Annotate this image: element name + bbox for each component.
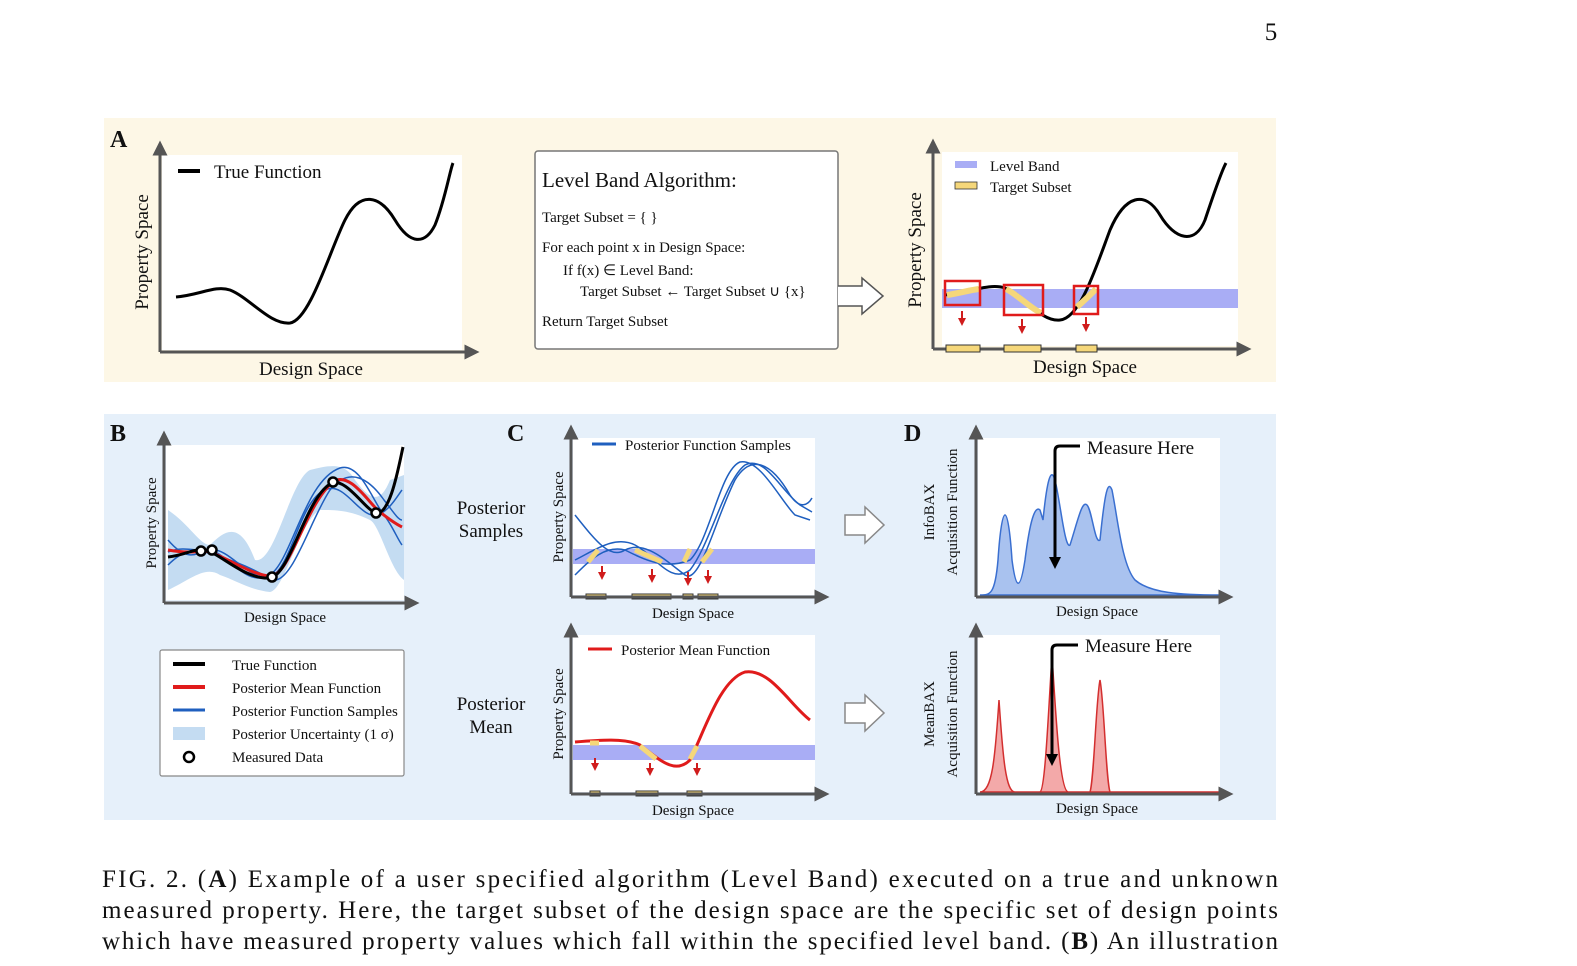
y-label: Property Space bbox=[551, 668, 567, 760]
algorithm-line: Target Subset ← Target Subset ∪ {x} bbox=[580, 284, 806, 300]
acquisition-area bbox=[979, 474, 1221, 596]
legend-text: Level Band bbox=[990, 159, 1060, 175]
legend-text: Target Subset bbox=[990, 180, 1072, 196]
plot-bg bbox=[573, 438, 815, 595]
panel-label: C bbox=[507, 421, 524, 447]
down-arrows bbox=[958, 311, 1090, 334]
y-label: Property Space bbox=[551, 471, 567, 563]
hollow-arrow bbox=[844, 693, 886, 733]
target-segments bbox=[586, 547, 714, 565]
plot-bg bbox=[162, 155, 462, 350]
hollow-arrow bbox=[838, 276, 885, 316]
legend-text: Posterior Mean Function bbox=[232, 681, 382, 697]
page-number: 5 bbox=[1265, 19, 1278, 46]
legend-text: True Function bbox=[214, 162, 322, 183]
y-label: Property Space bbox=[144, 477, 160, 569]
caption: FIG. 2. (A) Example of a user specified … bbox=[102, 866, 1279, 955]
legend-text: Posterior Function Samples bbox=[232, 704, 398, 720]
caption-text: which have measured property values whic… bbox=[102, 928, 1069, 955]
measure-arrow bbox=[1049, 444, 1080, 569]
subset-bars bbox=[945, 344, 1098, 353]
caption-text: B bbox=[1071, 928, 1088, 955]
legend-text: Measured Data bbox=[232, 750, 324, 766]
x-label: Design Space bbox=[652, 803, 734, 819]
caption-text: A bbox=[208, 866, 226, 893]
annotation: Measure Here bbox=[1087, 438, 1194, 459]
algorithm-box bbox=[534, 150, 839, 350]
measure-arrow bbox=[1046, 643, 1078, 766]
row-label: Posterior bbox=[457, 498, 526, 519]
panel-label: A bbox=[110, 127, 128, 153]
row-label: Mean bbox=[469, 717, 513, 738]
caption-text: ) Example of a user specified algorithm … bbox=[229, 866, 1279, 893]
caption-text: ) An illustration bbox=[1090, 928, 1279, 955]
x-label: Design Space bbox=[1033, 357, 1137, 378]
legend-text: Posterior Mean Function bbox=[621, 643, 771, 659]
legend-marker bbox=[182, 750, 196, 764]
panel-label: B bbox=[110, 421, 126, 447]
caption-line: measured property. Here, the target subs… bbox=[102, 897, 1278, 924]
algorithm-line: Target Subset = { } bbox=[542, 210, 658, 226]
legend-swatch bbox=[954, 181, 978, 190]
target-segments bbox=[946, 286, 1099, 316]
row-label: Posterior bbox=[457, 694, 526, 715]
true-function bbox=[944, 162, 1228, 322]
legend-swatch bbox=[173, 727, 205, 740]
highlight-boxes bbox=[943, 279, 1100, 317]
x-label: Design Space bbox=[1056, 801, 1138, 817]
algorithm-line: Return Target Subset bbox=[542, 314, 669, 330]
algorithm-title: Level Band Algorithm: bbox=[542, 168, 737, 192]
target-segments bbox=[590, 740, 700, 761]
plot-bg bbox=[942, 152, 1238, 346]
plot-bg bbox=[573, 635, 815, 792]
legend-text: Posterior Uncertainty (1 σ) bbox=[232, 727, 394, 743]
legend-text: Posterior Function Samples bbox=[625, 438, 791, 454]
x-label: Design Space bbox=[1056, 604, 1138, 620]
x-label: Design Space bbox=[652, 606, 734, 622]
level-band bbox=[573, 549, 815, 564]
true-function bbox=[175, 162, 455, 325]
annotation: Measure Here bbox=[1085, 636, 1192, 657]
caption-line: FIG. 2. (A) Example of a user specified … bbox=[102, 866, 1278, 893]
legend-text: True Function bbox=[232, 658, 317, 674]
algorithm-line: If f(x) ∈ Level Band: bbox=[563, 263, 694, 279]
algorithm-line: For each point x in Design Space: bbox=[542, 240, 745, 256]
y-label: Acquisition Function bbox=[945, 650, 961, 778]
down-arrows bbox=[591, 758, 701, 776]
caption-text: measured property. Here, the target subs… bbox=[102, 897, 1278, 924]
down-arrows bbox=[598, 566, 712, 586]
y-label: MeanBAX bbox=[922, 681, 938, 747]
caption-line: which have measured property values whic… bbox=[102, 928, 1279, 955]
y-label: Property Space bbox=[905, 192, 926, 308]
hollow-arrow bbox=[844, 505, 886, 545]
y-label: InfoBAX bbox=[922, 484, 938, 541]
legend-swatch bbox=[955, 161, 977, 168]
y-label: Property Space bbox=[132, 194, 153, 310]
row-label: Samples bbox=[459, 521, 523, 542]
x-label: Design Space bbox=[244, 610, 326, 626]
caption-text: FIG. 2. ( bbox=[102, 866, 206, 893]
posterior-samples bbox=[574, 461, 813, 577]
y-label: Acquisition Function bbox=[945, 448, 961, 576]
measured-points bbox=[195, 476, 382, 583]
legend-box bbox=[159, 649, 405, 777]
x-label: Design Space bbox=[259, 359, 363, 380]
panel-label: D bbox=[904, 421, 921, 447]
